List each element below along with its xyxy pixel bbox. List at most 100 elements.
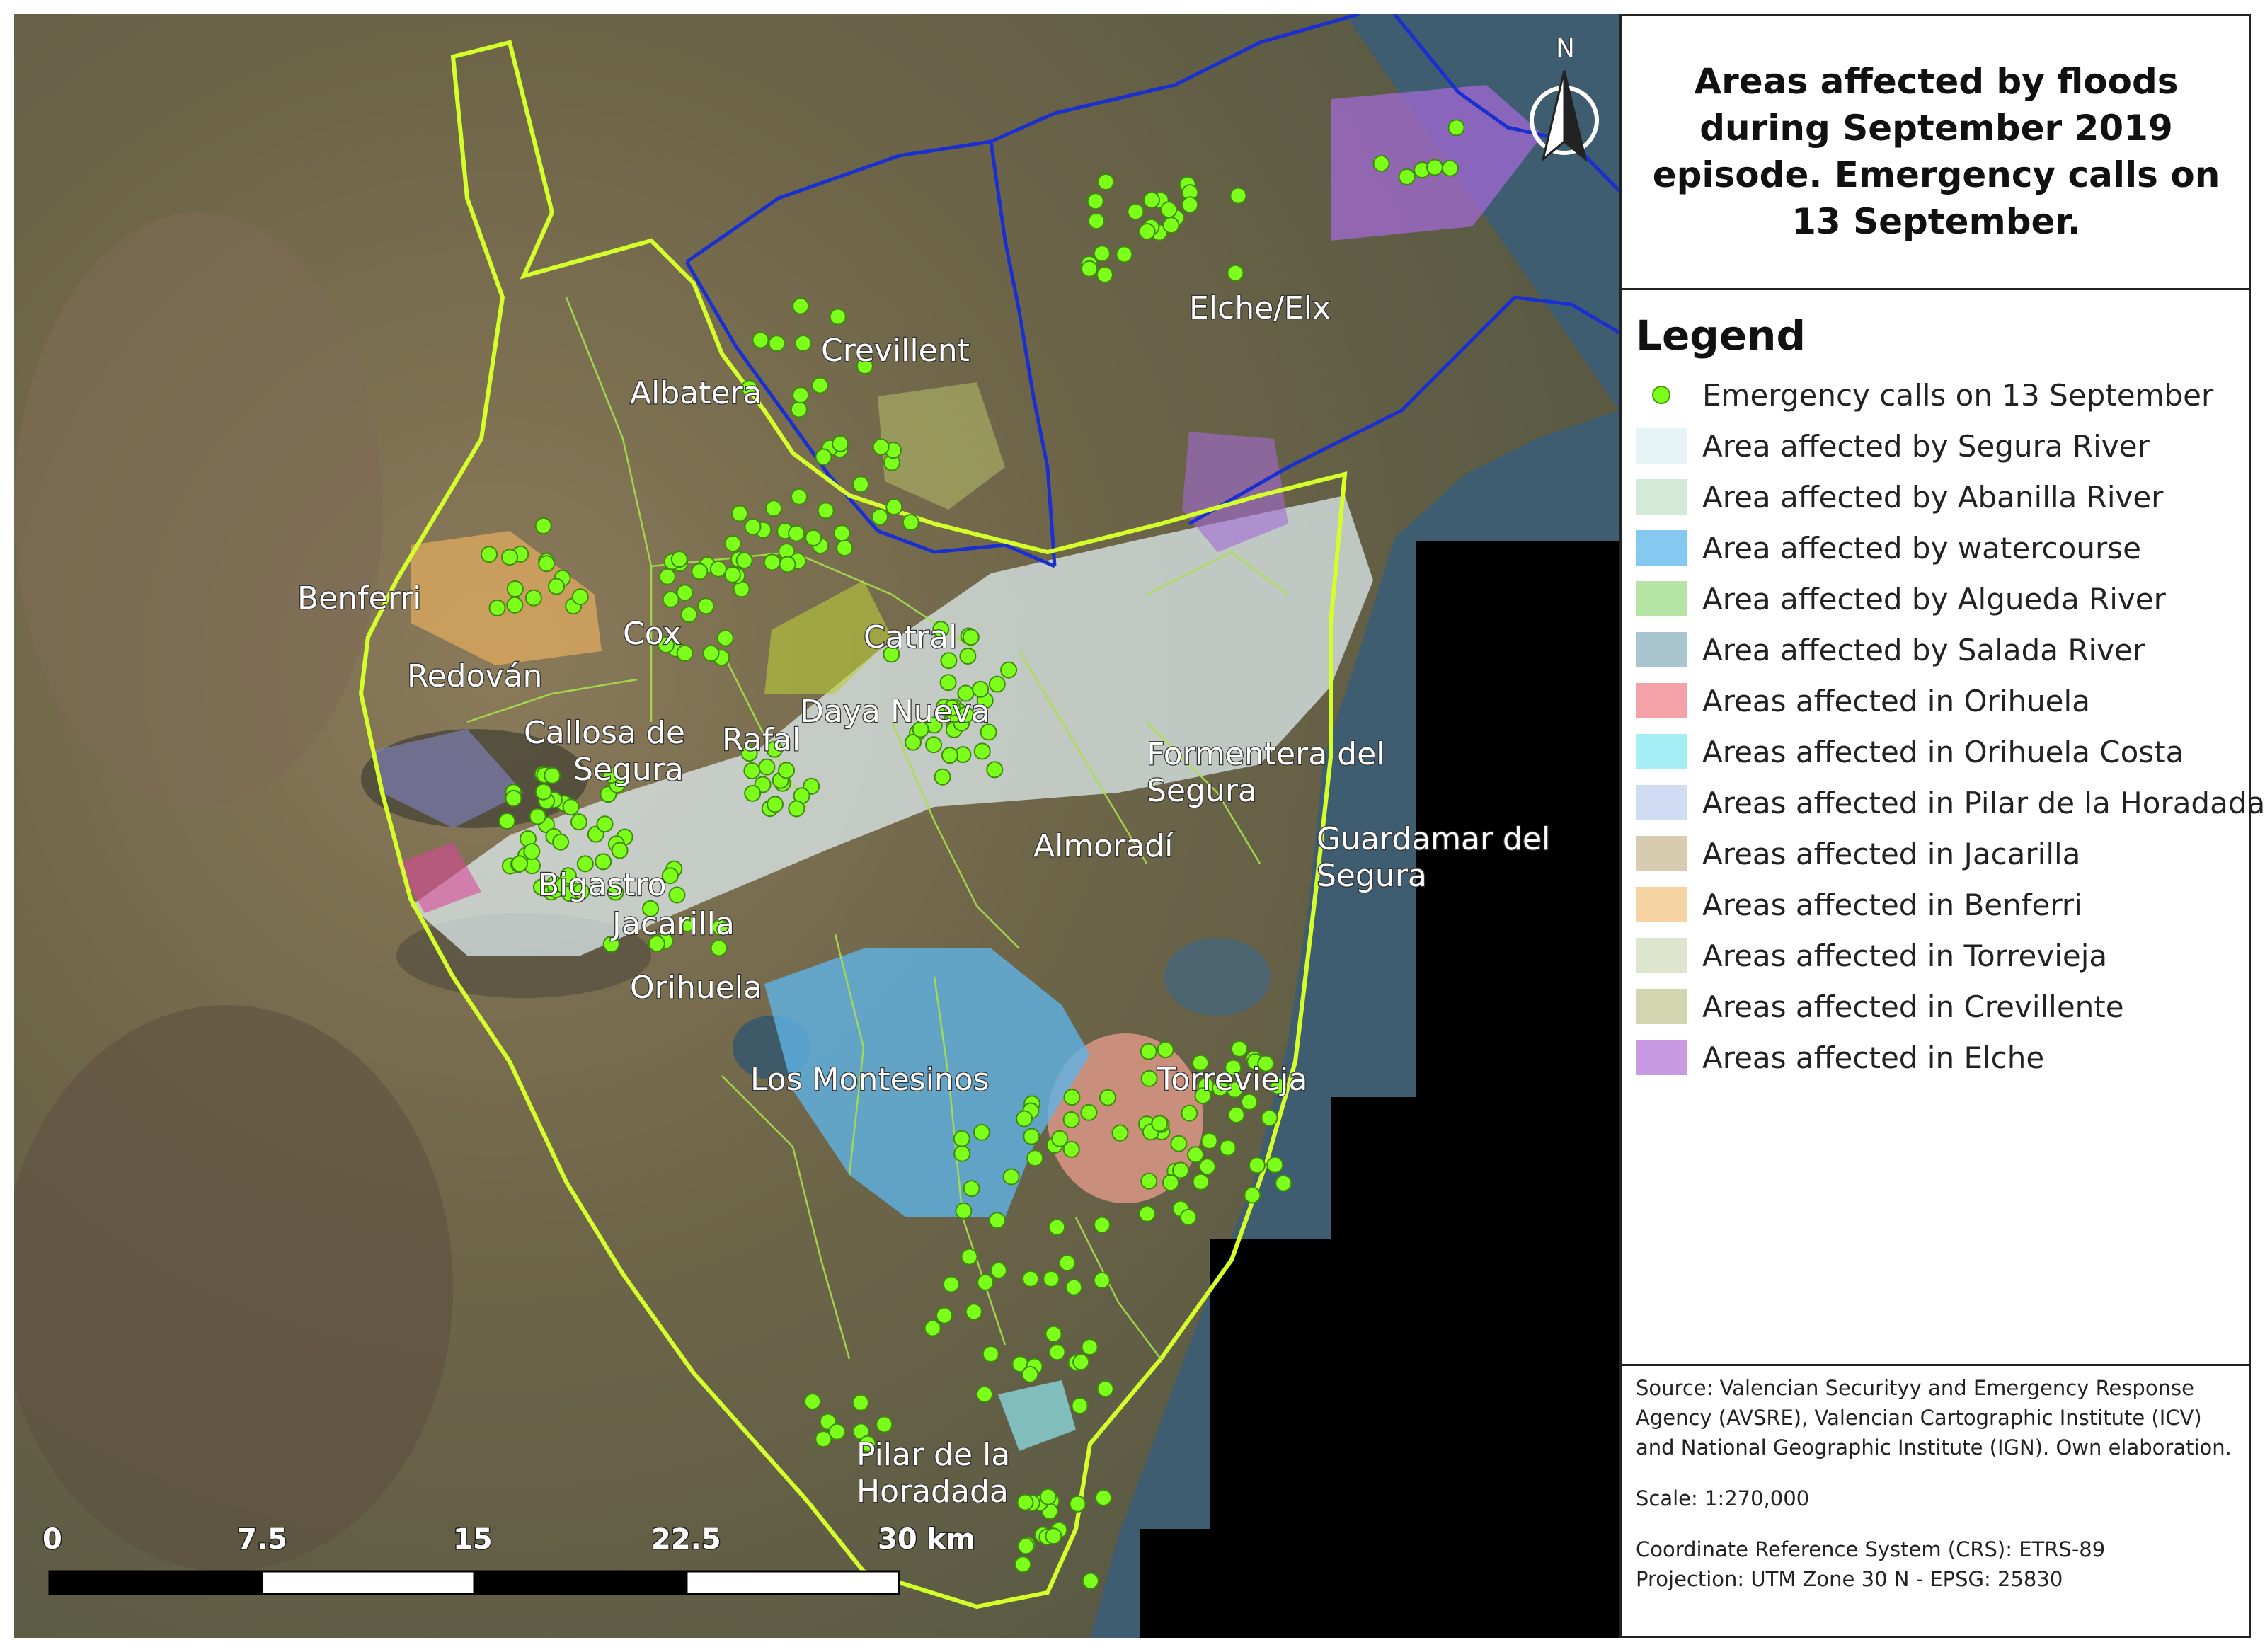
emergency-call-point: [973, 1123, 990, 1141]
legend-swatch: [1636, 428, 1687, 464]
legend-swatch: [1636, 683, 1687, 718]
legend-item: Area affected by watercourse: [1636, 522, 2237, 573]
emergency-call-point: [1200, 1132, 1218, 1149]
legend-item: Areas affected in Orihuela: [1636, 675, 2237, 726]
place-label-torrevieja: Torrevieja: [1157, 1062, 1307, 1098]
emergency-call-point: [1093, 245, 1111, 263]
place-label-guardamar-line-2: Segura: [1317, 858, 1427, 894]
emergency-call-point: [980, 723, 997, 741]
emergency-call-point: [1162, 1174, 1179, 1191]
legend-title: Legend: [1636, 311, 1806, 360]
legend-swatch: [1636, 938, 1687, 973]
emergency-call-point: [1192, 1173, 1210, 1191]
emergency-call-point: [829, 308, 847, 326]
scale-text: Scale: 1:270,000: [1636, 1486, 1810, 1510]
emergency-call-point: [961, 1248, 978, 1266]
emergency-call-point: [1143, 191, 1160, 209]
emergency-call-point: [676, 644, 694, 662]
emergency-call-point: [1170, 1135, 1188, 1152]
legend-item: Areas affected in Torrevieja: [1636, 930, 2237, 981]
emergency-call-point: [676, 584, 694, 602]
emergency-call-point: [815, 1430, 832, 1448]
emergency-call-point: [942, 1275, 960, 1293]
scale-tick-0: 0: [42, 1523, 62, 1556]
emergency-call-point: [988, 1212, 1006, 1229]
emergency-call-point: [1002, 1168, 1020, 1186]
emergency-call-point: [1398, 168, 1416, 185]
emergency-call-point: [1226, 1081, 1244, 1099]
emergency-call-point: [505, 789, 522, 807]
emergency-call-point: [661, 867, 679, 885]
emergency-call-point: [1096, 1380, 1114, 1398]
emergency-call-point: [1198, 1158, 1216, 1176]
map-title: Areas affected by floods during Septembe…: [1652, 60, 2220, 242]
emergency-call-point: [1229, 187, 1247, 205]
place-label-elche: Elche/Elx: [1189, 290, 1331, 326]
emergency-call-point: [804, 1393, 821, 1410]
place-label-orihuela: Orihuela: [630, 970, 762, 1006]
emergency-call-point: [709, 560, 727, 578]
scale-tick-3: 22.5: [651, 1523, 721, 1556]
place-label-daya-nueva: Daya Nueva: [800, 694, 990, 730]
emergency-call-point: [1138, 1205, 1156, 1222]
emergency-call-point: [552, 833, 570, 851]
emergency-call-point: [573, 883, 590, 900]
legend-item-label: Area affected by Algueda River: [1702, 581, 2166, 616]
legend-swatch: [1636, 785, 1687, 820]
emergency-call-point: [1048, 1218, 1066, 1236]
emergency-call-point: [1086, 193, 1104, 210]
emergency-call-point: [1022, 1270, 1039, 1287]
place-label-formentera-line-2: Segura: [1147, 773, 1257, 809]
legend-item-label: Area affected by watercourse: [1702, 530, 2141, 566]
legend: Legend Emergency calls on 13 September Ar…: [1622, 290, 2265, 1366]
place-label-redovan: Redován: [407, 658, 542, 694]
scale-bar-seg-4: [685, 1570, 900, 1595]
place-label-crevillent: Crevillent: [821, 333, 970, 369]
place-label-pilar-line-1: Pilar de la: [856, 1437, 1010, 1473]
emergency-call-point: [1082, 1572, 1099, 1590]
emergency-call-point: [986, 761, 1004, 779]
legend-item-label: Areas affected in Torrevieja: [1702, 938, 2108, 973]
emergency-call-point: [1116, 246, 1133, 263]
municipal-boundary-6: [877, 529, 1055, 568]
emergency-call-point: [1138, 223, 1156, 240]
emergency-call-point: [778, 762, 795, 779]
map-panel[interactable]: Elche/Elx Crevillent Albatera Benferri C…: [14, 14, 1619, 1638]
emergency-call-point: [1062, 1111, 1080, 1128]
emergency-call-point: [788, 800, 805, 818]
emergency-call-point: [711, 919, 729, 936]
emergency-call-point: [763, 553, 781, 571]
source-box: Source: Valencian Securityy and Emergenc…: [1622, 1366, 2251, 1638]
emergency-call-point: [548, 578, 565, 595]
emergency-call-point: [596, 815, 614, 833]
emergency-call-point: [1081, 1338, 1099, 1356]
legend-item: Areas affected in Pilar de la Horadada: [1636, 777, 2265, 828]
emergency-call-point: [1140, 1172, 1158, 1190]
place-label-catral: Catral: [864, 619, 957, 655]
place-label-albatera: Albatera: [630, 375, 762, 411]
emergency-call-point: [1140, 1043, 1157, 1060]
emergency-call-point: [1063, 1089, 1081, 1106]
emergency-call-point: [1151, 1115, 1169, 1132]
emergency-call-point: [691, 563, 709, 580]
emergency-call-point: [758, 758, 776, 776]
emergency-call-point: [1230, 1040, 1248, 1057]
emergency-call-point: [1088, 212, 1105, 230]
emergency-call-point: [792, 386, 810, 404]
municipal-boundary-5: [1188, 295, 1619, 526]
emergency-call-point: [642, 900, 660, 917]
emergency-call-point: [1181, 196, 1199, 214]
legend-item-label: Area affected by Salada River: [1702, 632, 2145, 667]
municipality-lines: [466, 297, 1289, 1360]
place-label-formentera-line-1: Formentera del: [1147, 736, 1384, 772]
emergency-call-point: [932, 621, 950, 638]
legend-item-label: Areas affected in Elche: [1702, 1040, 2045, 1075]
emergency-call-point: [576, 855, 594, 873]
torrevieja-lagoon: [1048, 1033, 1203, 1203]
emergency-call-point: [1026, 1149, 1044, 1167]
emergency-call-point: [976, 1385, 993, 1403]
emergency-call-point: [501, 549, 519, 566]
legend-item: Area affected by Algueda River: [1636, 573, 2237, 624]
emergency-call-point: [936, 1307, 953, 1324]
emergency-call-point: [973, 742, 991, 760]
